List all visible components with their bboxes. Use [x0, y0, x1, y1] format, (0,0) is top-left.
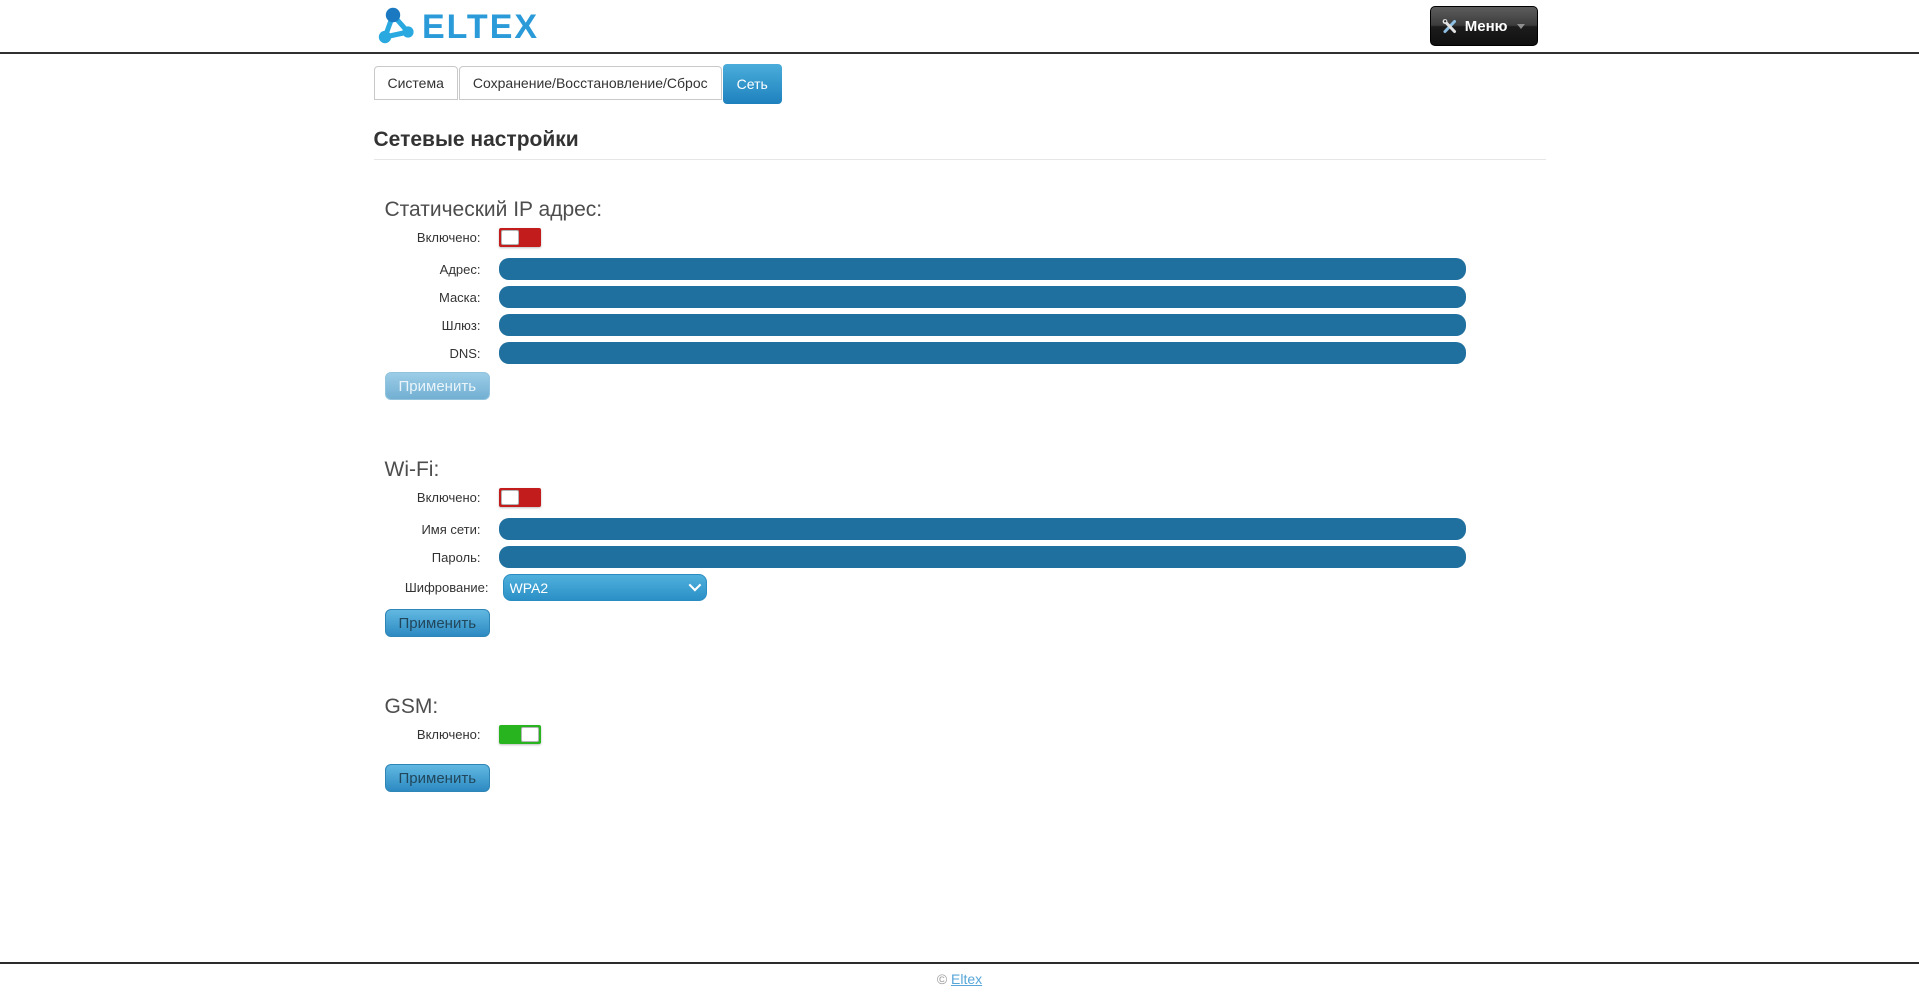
gsm-apply-button[interactable]: Применить — [384, 764, 491, 792]
tools-icon — [1442, 18, 1456, 33]
eltex-logo-text: ELTEX — [422, 8, 539, 46]
toggle-knob — [500, 230, 519, 245]
tab-save-restore-reset[interactable]: Сохранение/Восстановление/Сброс — [458, 66, 722, 100]
netmask-label: Маска: — [438, 289, 481, 305]
gsm-enabled-label: Включено: — [416, 727, 481, 742]
toggle-knob — [520, 727, 539, 742]
static-ip-section-title: Статический IP адрес: — [384, 198, 603, 221]
wifi-password-input[interactable] — [498, 546, 1466, 568]
dns-input[interactable] — [498, 342, 1466, 364]
wifi-ssid-label: Имя сети: — [421, 521, 481, 537]
static-ip-enabled-toggle[interactable] — [498, 228, 541, 247]
menu-button[interactable]: Меню — [1429, 6, 1538, 46]
menu-button-label: Меню — [1464, 17, 1508, 35]
static-ip-enabled-label: Включено: — [416, 230, 481, 245]
wifi-ssid-input[interactable] — [498, 518, 1466, 540]
wifi-encryption-label: Шифрование: — [404, 580, 489, 595]
wifi-apply-button[interactable]: Применить — [384, 609, 491, 637]
gsm-section: GSM: Включено: Применить — [384, 695, 1546, 792]
gsm-enabled-toggle[interactable] — [498, 725, 541, 744]
gateway-label: Шлюз: — [441, 317, 481, 333]
eltex-footer-link[interactable]: Eltex — [951, 971, 983, 987]
wifi-section: Wi-Fi: Включено: Имя сети: Пароль: Шифро… — [384, 458, 1546, 637]
copyright-symbol: © — [936, 971, 948, 987]
netmask-input[interactable] — [498, 286, 1466, 308]
dns-label: DNS: — [449, 345, 481, 361]
title-divider — [373, 159, 1546, 160]
tab-system[interactable]: Система — [373, 66, 458, 100]
footer: © Eltex — [0, 962, 1919, 994]
static-ip-apply-button[interactable]: Применить — [384, 372, 491, 400]
wifi-password-label: Пароль: — [431, 549, 481, 565]
address-input[interactable] — [498, 258, 1466, 280]
eltex-logo: ELTEX — [376, 5, 544, 47]
wifi-section-title: Wi-Fi: — [384, 458, 440, 481]
tab-network[interactable]: Сеть — [722, 64, 782, 104]
header: ELTEX Меню — [0, 0, 1919, 54]
static-ip-section: Статический IP адрес: Включено: Адрес: М… — [384, 198, 1546, 400]
toggle-knob — [500, 490, 519, 505]
caret-down-icon — [1516, 23, 1525, 29]
page-title: Сетевые настройки — [373, 128, 579, 151]
wifi-enabled-toggle[interactable] — [498, 488, 541, 507]
gsm-section-title: GSM: — [384, 695, 439, 718]
address-label: Адрес: — [439, 261, 481, 277]
wifi-encryption-select[interactable]: WPA2 — [502, 574, 707, 601]
eltex-molecule-icon: ELTEX — [378, 7, 539, 46]
wifi-enabled-label: Включено: — [416, 490, 481, 505]
gateway-input[interactable] — [498, 314, 1466, 336]
tab-bar: Система Сохранение/Восстановление/Сброс … — [373, 63, 1546, 104]
